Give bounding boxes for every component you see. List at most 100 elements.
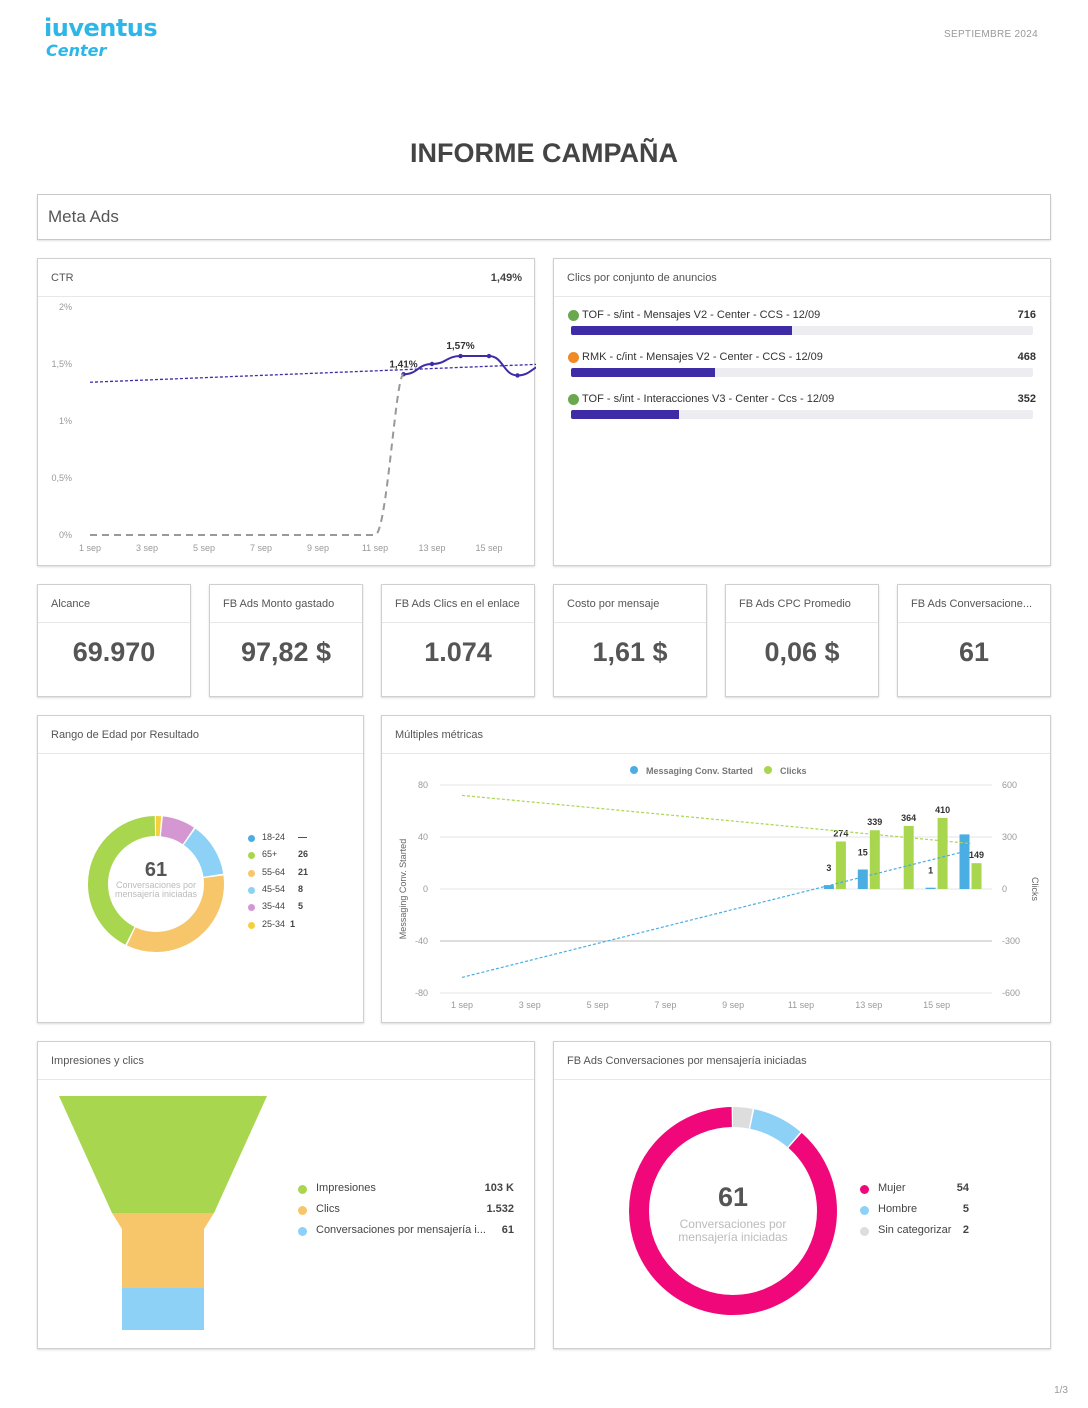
kpi-title: Costo por mensaje [567, 598, 660, 610]
multi-x-tick: 3 sep [519, 1000, 541, 1010]
age-legend-label: 35-44 [262, 901, 286, 912]
ctr-comparison-line [90, 373, 405, 536]
age-center-label: Conversaciones por mensajería iniciadas [114, 880, 198, 900]
age-legend-row: 55-64 21 [248, 867, 308, 879]
gender-legend-value: 54 [956, 1182, 969, 1194]
age-legend-dot-icon [248, 835, 255, 842]
card-divider [382, 753, 1050, 754]
funnel-legend-row: Impresiones 103 K [298, 1182, 514, 1196]
kpi-card: Alcance 69.970 [37, 584, 191, 697]
age-legend-value: 21 [298, 866, 309, 877]
multi-y-tick: -40 [415, 936, 428, 946]
report-title: INFORME CAMPAÑA [410, 138, 678, 168]
gender-legend-value: 5 [962, 1203, 969, 1215]
age-legend-value: 1 [290, 918, 296, 929]
multi-y2-tick: 0 [1002, 884, 1007, 894]
kpi-value: 1.074 [424, 637, 492, 667]
gender-legend-row: Sin categorizar 2 [860, 1224, 969, 1238]
age-legend-value: 8 [298, 883, 304, 894]
adset-bar-value: 352 [1017, 393, 1036, 405]
ctr-data-label: 1,41% [389, 359, 417, 370]
section-header: Meta Ads [37, 194, 1051, 240]
ctr-x-tick: 5 sep [193, 543, 215, 553]
multi-y2-tick: -300 [1002, 936, 1020, 946]
adset-dot-icon [568, 394, 579, 405]
age-legend-row: 18-24 — [248, 832, 308, 844]
kpi-value: 0,06 $ [764, 637, 840, 667]
gender-legend-label: Sin categorizar [878, 1224, 952, 1236]
age-legend-label: 25-34 [262, 918, 286, 929]
funnel-legend-row: Clics 1.532 [298, 1203, 514, 1217]
funnel-legend-dot-icon [298, 1206, 307, 1215]
funnel-stage-impressions [59, 1096, 267, 1213]
kpi-card: FB Ads CPC Promedio 0,06 $ [725, 584, 879, 697]
multi-metrics-card: Múltiples métricas Messaging Conv. Start… [381, 715, 1051, 1023]
ctr-y-tick: 1% [59, 416, 72, 426]
age-legend-value: — [298, 832, 307, 842]
age-slice [88, 816, 224, 952]
multi-bar-clicks [971, 863, 982, 889]
impressions-clicks-card: Impresiones y clics Impresiones 103 K Clic… [37, 1041, 535, 1349]
funnel-stage-conversations [122, 1288, 204, 1330]
ctr-x-tick: 3 sep [136, 543, 158, 553]
ctr-x-tick: 9 sep [307, 543, 329, 553]
age-legend-dot-icon [248, 886, 255, 894]
multi-clicks-label: 410 [935, 805, 950, 815]
kpi-title: FB Ads Monto gastado [223, 598, 335, 610]
kpi-title: FB Ads Conversacione... [911, 598, 1033, 610]
card-divider [382, 622, 534, 623]
brand-logo: iuventus [44, 14, 158, 42]
multi-legend-dot-icon [764, 766, 772, 774]
multi-trend-messages [461, 849, 971, 978]
kpi-title: FB Ads Clics en el enlace [395, 598, 520, 610]
report-date: SEPTIEMBRE 2024 [944, 29, 1038, 40]
gender-legend-label: Hombre [878, 1203, 918, 1215]
funnel-stage-clicks [112, 1213, 214, 1288]
multi-legend-dot-icon [630, 766, 638, 774]
age-legend-label: 45-54 [262, 883, 286, 894]
age-range-card: Rango de Edad por Resultado 61 Conversac… [37, 715, 364, 1023]
adset-bar-row: RMK - c/int - Mensajes V2 - Center - CCS… [568, 351, 1036, 379]
multi-bar-clicks [835, 841, 846, 889]
age-legend-label: 65+ [262, 849, 278, 860]
ctr-data-point [515, 373, 520, 378]
multi-bar-clicks [869, 830, 880, 889]
gender-center-label: Conversaciones por mensajería iniciadas [678, 1217, 788, 1244]
ctr-data-point [429, 361, 435, 367]
age-range-title: Rango de Edad por Resultado [51, 729, 199, 741]
funnel-legend-value: 1.532 [486, 1203, 514, 1215]
adset-bar-label: TOF - s/int - Mensajes V2 - Center - CCS… [582, 309, 821, 321]
multi-metrics-title: Múltiples métricas [395, 729, 484, 741]
funnel-legend-label: Conversaciones por mensajería i... [316, 1224, 486, 1236]
clicks-by-adset-title: Clics por conjunto de anuncios [567, 272, 717, 284]
ctr-x-tick: 15 sep [475, 543, 502, 553]
card-divider [554, 296, 1050, 297]
gender-legend-row: Mujer 54 [860, 1182, 969, 1196]
multi-legend-label: Clicks [780, 766, 807, 776]
funnel-legend-label: Impresiones [316, 1182, 376, 1194]
card-divider [38, 1079, 534, 1080]
kpi-value: 97,82 $ [240, 637, 332, 667]
multi-x-tick: 11 sep [788, 1000, 814, 1010]
funnel-legend-dot-icon [298, 1185, 307, 1194]
ctr-trend-line [89, 363, 536, 383]
multi-x-tick: 9 sep [722, 1000, 744, 1010]
page-number: 1/3 [1054, 1385, 1068, 1396]
ctr-x-tick: 11 sep [362, 543, 388, 553]
gender-legend-dot-icon [860, 1185, 869, 1194]
funnel-legend-label: Clics [316, 1203, 340, 1215]
age-legend-row: 45-54 8 [248, 884, 308, 896]
gender-legend-dot-icon [860, 1227, 869, 1236]
card-divider [38, 622, 190, 623]
age-legend-dot-icon [248, 921, 255, 929]
adset-bar-track [571, 368, 1033, 377]
card-divider [554, 622, 706, 623]
age-center-value: 61 [144, 859, 168, 881]
ctr-series-line [403, 355, 536, 377]
adset-bar-row: TOF - s/int - Mensajes V2 - Center - CCS… [568, 309, 1036, 337]
ctr-y-tick: 1,5% [51, 359, 72, 369]
ctr-x-tick: 13 sep [418, 543, 445, 553]
card-divider [898, 622, 1050, 623]
funnel-chart [59, 1096, 267, 1330]
multi-y-tick: 40 [418, 832, 428, 842]
